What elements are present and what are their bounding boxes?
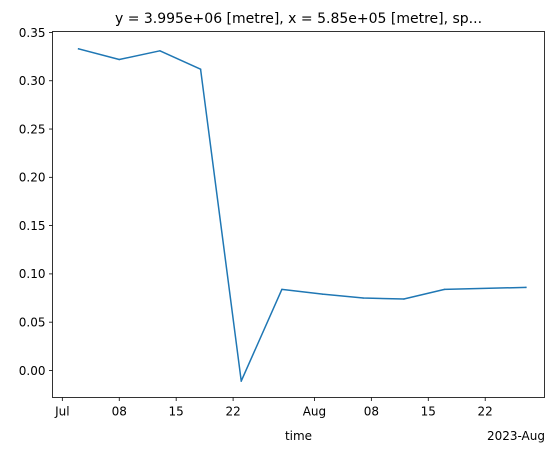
plot-frame xyxy=(52,31,545,398)
x-axis-label: time xyxy=(285,429,312,443)
data-point xyxy=(321,293,324,295)
data-point xyxy=(525,286,527,289)
chart-title: y = 3.995e+06 [metre], x = 5.85e+05 [met… xyxy=(115,11,482,27)
data-point xyxy=(443,288,446,291)
y-tick-label: 0.30 xyxy=(19,74,46,88)
y-tick-label: 0.15 xyxy=(19,219,46,233)
x-tick-label: 22 xyxy=(225,405,240,419)
x-tick-label: Aug xyxy=(303,405,326,419)
data-point xyxy=(199,68,202,70)
x-axis-offset-label: 2023-Aug xyxy=(487,429,545,443)
x-tick-label: 15 xyxy=(169,405,184,419)
data-point xyxy=(118,58,121,61)
x-tick-label: 08 xyxy=(112,405,127,419)
x-tick-label: 15 xyxy=(421,405,436,419)
y-tick-label: 0.05 xyxy=(19,315,46,329)
y-tick-label: 0.35 xyxy=(19,26,46,40)
series-layer xyxy=(77,47,527,382)
y-axis-ticks: 0.35 0.30 0.25 0.20 0.15 0.10 0.05 0.00 xyxy=(19,26,53,378)
data-point xyxy=(362,297,364,299)
x-axis-ticks: Jul 08 15 22 Aug 08 15 22 xyxy=(54,397,493,419)
x-tick-label: 22 xyxy=(478,405,493,419)
y-tick-label: 0.10 xyxy=(19,267,46,281)
x-tick-label: Jul xyxy=(54,405,69,419)
data-point xyxy=(77,48,80,50)
data-point xyxy=(240,380,242,382)
data-point xyxy=(159,50,161,52)
y-tick-label: 0.25 xyxy=(19,122,46,136)
data-point xyxy=(403,298,405,300)
y-tick-label: 0.20 xyxy=(19,171,46,185)
y-tick-label: 0.00 xyxy=(19,364,46,378)
data-point xyxy=(281,288,283,291)
x-tick-label: 08 xyxy=(364,405,379,419)
